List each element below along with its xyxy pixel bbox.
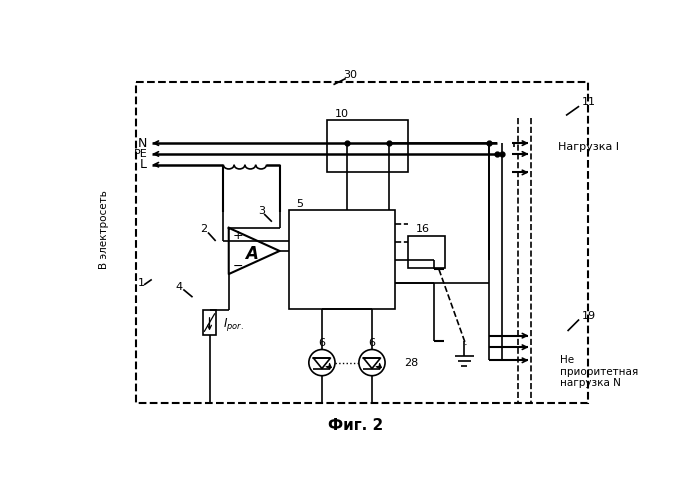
Text: 10: 10 [335,109,349,119]
Text: A: A [245,245,259,263]
Text: 28: 28 [404,358,418,368]
Text: Нагрузка l: Нагрузка l [558,142,619,152]
Text: 16: 16 [416,224,430,234]
Text: −: − [233,260,243,273]
Text: В электросеть: В электросеть [99,190,109,269]
Text: Не
приоритетная
нагрузка N: Не приоритетная нагрузка N [560,355,638,388]
Text: 4: 4 [176,282,183,292]
Bar [327,120,408,172]
Text: 11: 11 [582,98,596,108]
Bar [408,236,445,268]
Bar [289,210,395,308]
Text: 5: 5 [297,199,304,209]
Text: 6: 6 [318,338,325,348]
Text: N: N [138,136,147,149]
Text: 19: 19 [582,310,596,320]
Text: Фиг. 2: Фиг. 2 [328,418,384,433]
Text: 3: 3 [259,206,265,216]
Text: PE: PE [133,149,147,159]
Text: 30: 30 [343,70,357,81]
Text: L: L [140,158,147,171]
Bar [136,82,587,402]
Text: 6: 6 [368,338,375,348]
Text: 1: 1 [138,278,145,288]
Bar [202,310,216,335]
Text: 2: 2 [201,224,208,234]
Text: +: + [233,229,243,242]
Text: $I_{\mathrm{\mathit{por.}}}$: $I_{\mathrm{\mathit{por.}}}$ [223,316,244,332]
